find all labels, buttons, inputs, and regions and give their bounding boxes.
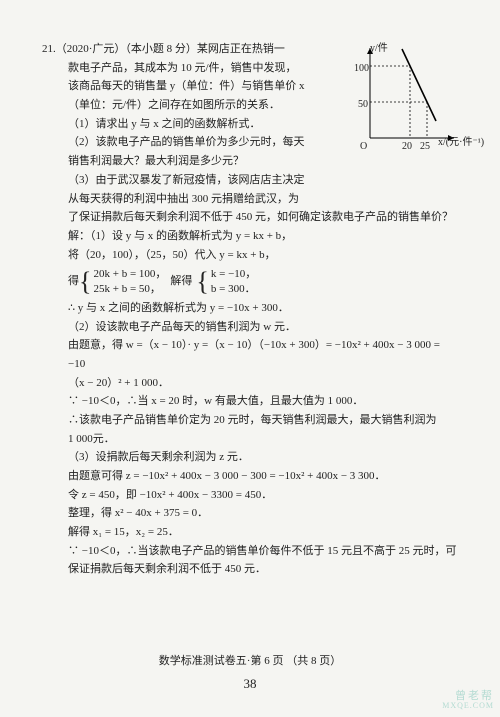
sol-3b: 由题意可得 z = −10x² + 400x − 3 000 − 300 = −… (42, 467, 458, 486)
sol-2d-tail: 1 000元． (42, 430, 458, 449)
y-axis-label: y/件 (370, 40, 388, 57)
page-footer: 数学标准测试卷五·第 6 页 （共 8 页） (0, 652, 500, 671)
brace-prefix: 得 (68, 275, 79, 288)
page-number: 38 (0, 673, 500, 695)
watermark: 曾老帮 MXQE.COM (442, 690, 494, 711)
left-brace-1-icon: { (79, 270, 91, 293)
sol-3f-tail: 保证捐款后每天剩余利润不低于 450 元． (42, 560, 458, 579)
problem-number: 21. (42, 43, 56, 55)
brace-system: 得 { 20k + b = 100， 25k + b = 50， 解得 { k … (42, 267, 458, 296)
sol-2b-tail: （x − 20）² + 1 000． (42, 374, 458, 393)
sol-3e: 解得 x₁ = 15，x₂ = 25． (42, 523, 458, 542)
brace2-col: k = −10， b = 300． (211, 267, 256, 296)
sol-3d: 整理，得 x² − 40x + 375 = 0． (42, 504, 458, 523)
sol-2a: （2）设该款电子产品每天的销售利润为 w 元． (42, 318, 458, 337)
chart-region: y/件 100 50 O 20 25 x/(元·件⁻¹) (352, 42, 462, 150)
sol-1b: 将（20，100），（25，50）代入 y = kx + b， (42, 246, 458, 265)
sol-2c: ∵ −10＜0，∴当 x = 20 时，w 有最大值，且最大值为 1 000． (42, 392, 458, 411)
y-tick-50: 50 (358, 96, 368, 113)
y-tick-100: 100 (354, 60, 369, 77)
stem-tail: 了保证捐款后每天剩余利润不低于 450 元，如何确定该款电子产品的销售单价？ (42, 208, 458, 227)
brace1-col: 20k + b = 100， 25k + b = 50， (93, 267, 166, 296)
sol-2b: 由题意，得 w =（x − 10）· y =（x − 10）（−10x + 30… (42, 336, 458, 373)
problem-source: （2020·广元）（本小题 8 分） (56, 43, 197, 55)
brace-mid: 解得 (170, 275, 192, 288)
left-brace-2-icon: { (196, 270, 208, 293)
x-tick-20: 20 (402, 138, 412, 155)
sol-1c: ∴ y 与 x 之间的函数解析式为 y = −10x + 300． (42, 299, 458, 318)
stem-line-7: （3）由于武汉暴发了新冠疫情，该网店店主决定 (42, 171, 458, 190)
sol-1a: 解：（1）设 y 与 x 的函数解析式为 y = kx + b， (42, 227, 458, 246)
sol-3c: 令 z = 450，即 −10x² + 400x − 3300 = 450． (42, 486, 458, 505)
x-tick-25: 25 (420, 138, 430, 155)
page-content: y/件 100 50 O 20 25 x/(元·件⁻¹) 21.（2020·广元… (42, 40, 458, 579)
watermark-line2: MXQE.COM (442, 702, 494, 711)
origin-label: O (360, 138, 367, 155)
sol-3f: ∵ −10＜0，∴当该款电子产品的销售单价每件不低于 15 元且不高于 25 元… (42, 542, 458, 561)
sol-3a: （3）设捐款后每天剩余利润为 z 元． (42, 448, 458, 467)
stem-line-8: 从每天获得的利润中抽出 300 元捐赠给武汉，为 (42, 190, 458, 209)
problem-21: y/件 100 50 O 20 25 x/(元·件⁻¹) 21.（2020·广元… (42, 40, 458, 579)
stem-line-6: 销售利润最大？最大利润是多少元？ (42, 152, 458, 171)
sol-2d: ∴该款电子产品销售单价定为 20 元时，每天销售利润最大，最大销售利润为 (42, 411, 458, 430)
x-axis-label: x/(元·件⁻¹) (438, 134, 498, 151)
